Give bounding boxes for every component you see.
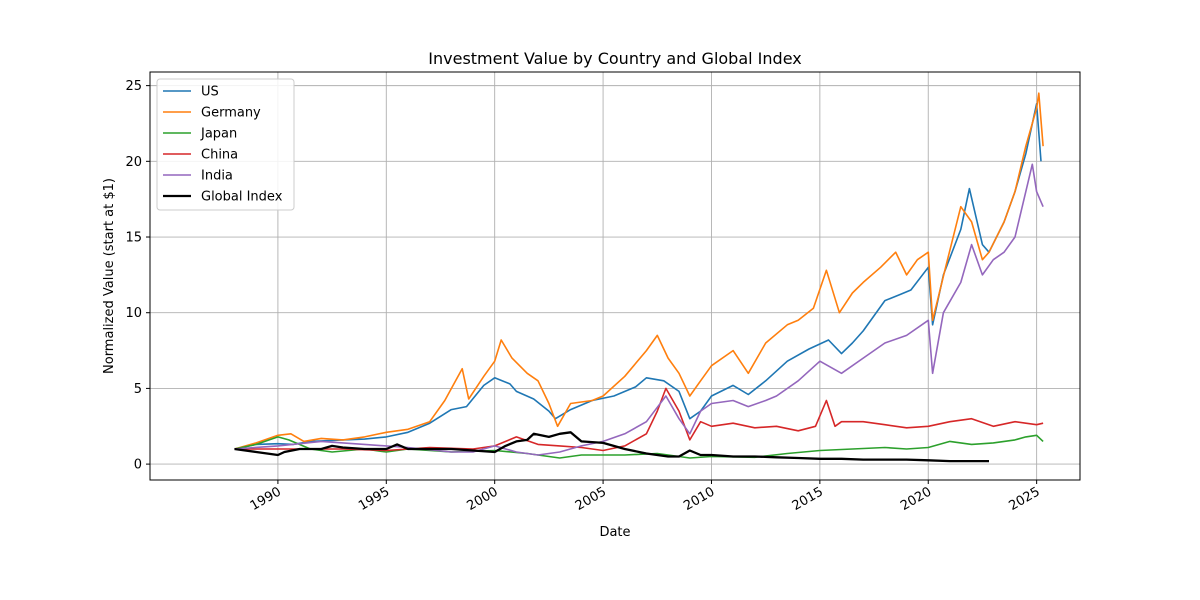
y-axis-label: Normalized Value (start at $1) [102,178,117,374]
y-tick-label: 20 [125,155,142,170]
x-axis-label: Date [599,525,630,540]
y-tick-label: 0 [134,458,142,473]
legend-label: Global Index [201,190,283,205]
y-axis-ticks: 0 5 10 15 20 25 [125,79,150,473]
legend-box [156,78,295,211]
y-tick-label: 15 [125,231,142,246]
legend-label: China [201,148,238,163]
series-line-china [234,387,1044,452]
plot-area-frame [149,71,1081,481]
y-tick-label: 10 [125,306,142,321]
series-line-germany [234,92,1044,450]
legend-label: US [201,85,219,100]
series-line-global-index [234,431,989,463]
plot-area-background [150,72,1080,480]
series-line-us [234,103,1042,450]
legend-label: India [201,169,233,184]
y-tick-label: 5 [134,382,142,397]
legend-label: Germany [201,106,261,121]
legend-label: Japan [200,127,237,142]
chart-title: Investment Value by Country and Global I… [428,49,801,68]
y-tick-label: 25 [125,79,142,94]
legend: US Germany Japan China India Global Index [156,78,295,211]
series-lines [234,92,1044,463]
series-line-india [234,163,1044,456]
